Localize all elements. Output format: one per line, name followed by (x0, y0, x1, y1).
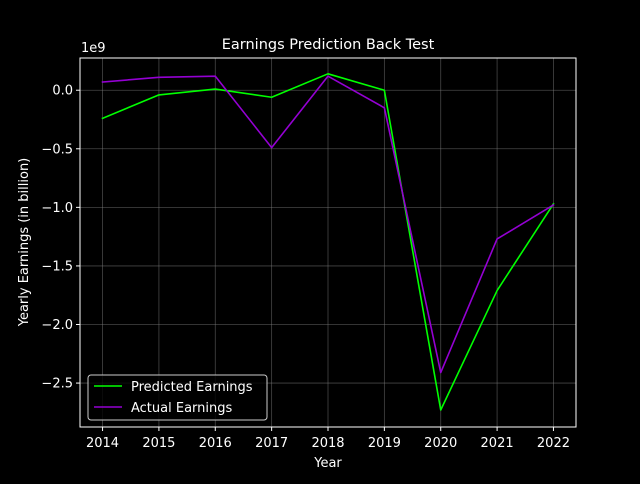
x-tick-label: 2015 (142, 436, 175, 451)
legend-label-predicted: Predicted Earnings (131, 380, 253, 395)
legend: Predicted Earnings Actual Earnings (87, 374, 268, 421)
chart-title: Earnings Prediction Back Test (222, 37, 435, 53)
x-tick-label: 2018 (311, 436, 344, 451)
x-tick-label: 2022 (537, 436, 570, 451)
x-tick-label: 2021 (481, 436, 514, 451)
y-tick-label: −2.5 (41, 377, 73, 392)
y-tick-label: −1.0 (41, 201, 73, 216)
x-tick-label: 2020 (424, 436, 457, 451)
y-axis-label: Yearly Earnings (in billion) (17, 158, 32, 328)
x-tick-label: 2017 (255, 436, 288, 451)
series-layer (101, 73, 555, 411)
series-line-predicted (101, 73, 555, 411)
legend-box (87, 374, 268, 421)
y-tick-label: 0.0 (52, 84, 73, 99)
series-line-actual (101, 75, 555, 374)
y-tick-label: −2.0 (41, 318, 73, 333)
y-offset-label: 1e9 (81, 41, 106, 56)
legend-label-actual: Actual Earnings (131, 401, 232, 416)
x-tick-label: 2016 (199, 436, 232, 451)
x-axis-label: Year (313, 456, 342, 471)
x-tick-label: 2014 (86, 436, 119, 451)
y-tick-label: −1.5 (41, 259, 73, 274)
y-tick-label: −0.5 (41, 142, 73, 157)
x-tick-label: 2019 (368, 436, 401, 451)
grid-layer (80, 58, 576, 427)
tick-layer: 2014 2015 2016 2017 2018 2019 2020 2021 2022 0.0 −… (41, 84, 570, 451)
